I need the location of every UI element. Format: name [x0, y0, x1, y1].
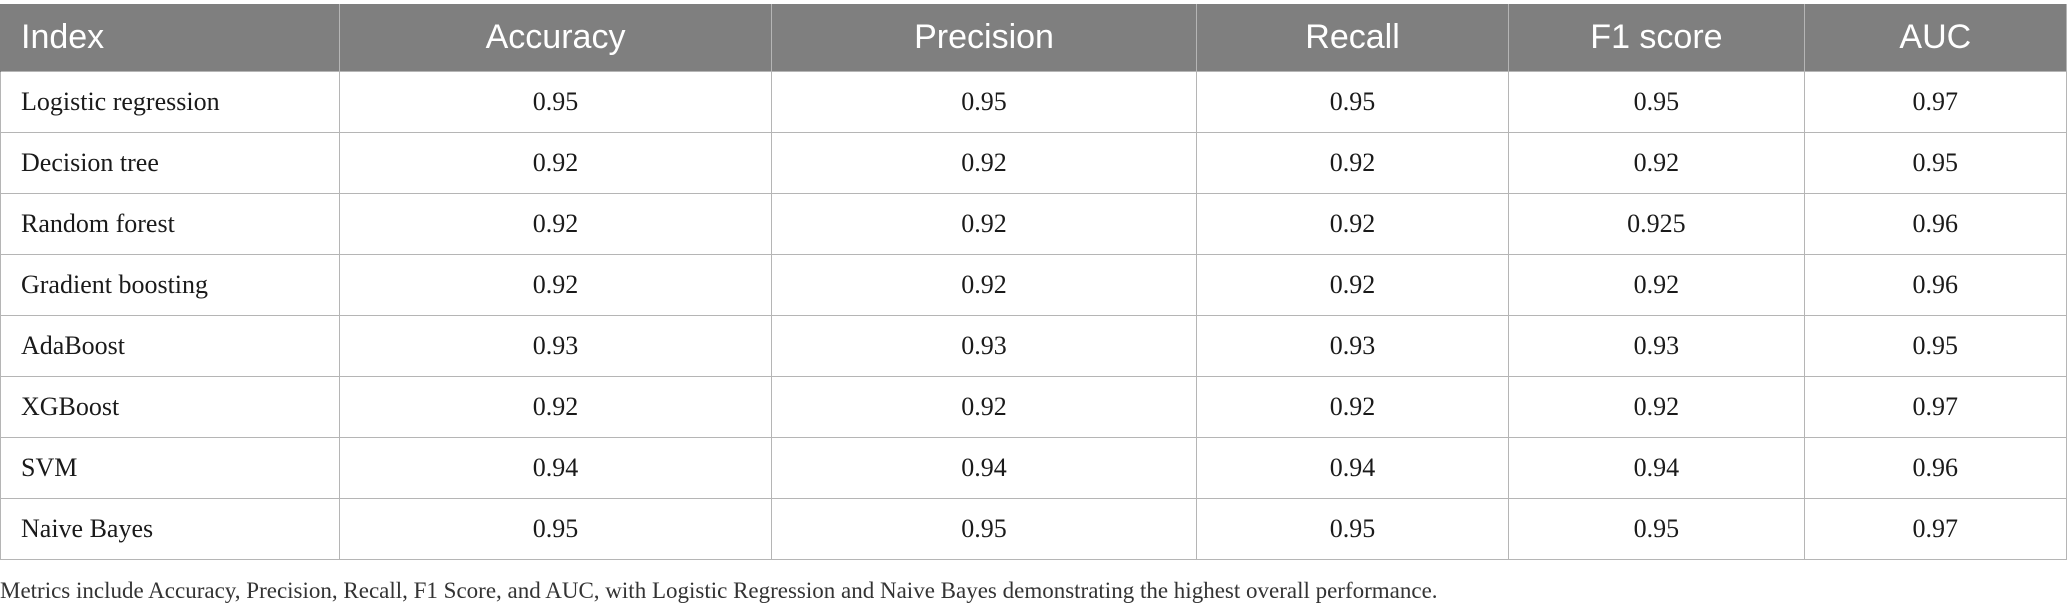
auc-cell: 0.97 [1803, 376, 2068, 438]
auc-cell: 0.96 [1803, 193, 2068, 255]
precision-cell: 0.94 [771, 437, 1197, 499]
header-cell-f1-score: F1 score [1508, 4, 1805, 72]
row-label-cell: Naive Bayes [0, 498, 340, 560]
accuracy-cell: 0.93 [338, 315, 773, 377]
table-row: Naive Bayes 0.95 0.95 0.95 0.95 0.97 [0, 498, 2068, 560]
header-cell-auc: AUC [1803, 4, 2068, 72]
header-row: Index Accuracy Precision Recall F1 score… [0, 4, 2068, 72]
table-row: AdaBoost 0.93 0.93 0.93 0.93 0.95 [0, 315, 2068, 377]
table-header: Index Accuracy Precision Recall F1 score… [0, 4, 2068, 72]
row-label-cell: Gradient boosting [0, 254, 340, 316]
accuracy-cell: 0.95 [338, 498, 773, 560]
recall-cell: 0.92 [1195, 376, 1510, 438]
precision-cell: 0.95 [771, 71, 1197, 133]
row-label-cell: Logistic regression [0, 71, 340, 133]
recall-cell: 0.94 [1195, 437, 1510, 499]
f1-score-cell: 0.95 [1508, 498, 1805, 560]
accuracy-cell: 0.95 [338, 71, 773, 133]
f1-score-cell: 0.92 [1508, 132, 1805, 194]
f1-score-cell: 0.94 [1508, 437, 1805, 499]
metrics-table-container: Index Accuracy Precision Recall F1 score… [0, 4, 2068, 560]
f1-score-cell: 0.95 [1508, 71, 1805, 133]
accuracy-cell: 0.92 [338, 254, 773, 316]
precision-cell: 0.92 [771, 376, 1197, 438]
f1-score-cell: 0.92 [1508, 254, 1805, 316]
auc-cell: 0.97 [1803, 498, 2068, 560]
recall-cell: 0.95 [1195, 71, 1510, 133]
row-label-cell: Decision tree [0, 132, 340, 194]
f1-score-cell: 0.925 [1508, 193, 1805, 255]
table-caption: Metrics include Accuracy, Precision, Rec… [0, 578, 1438, 603]
auc-cell: 0.95 [1803, 315, 2068, 377]
recall-cell: 0.92 [1195, 254, 1510, 316]
header-cell-precision: Precision [771, 4, 1197, 72]
metrics-table: Index Accuracy Precision Recall F1 score… [0, 4, 2068, 560]
table-body: Logistic regression 0.95 0.95 0.95 0.95 … [0, 71, 2068, 560]
precision-cell: 0.92 [771, 132, 1197, 194]
recall-cell: 0.93 [1195, 315, 1510, 377]
recall-cell: 0.95 [1195, 498, 1510, 560]
auc-cell: 0.95 [1803, 132, 2068, 194]
header-cell-recall: Recall [1195, 4, 1510, 72]
auc-cell: 0.97 [1803, 71, 2068, 133]
accuracy-cell: 0.92 [338, 193, 773, 255]
precision-cell: 0.93 [771, 315, 1197, 377]
table-row: Logistic regression 0.95 0.95 0.95 0.95 … [0, 71, 2068, 133]
row-label-cell: SVM [0, 437, 340, 499]
row-label-cell: AdaBoost [0, 315, 340, 377]
recall-cell: 0.92 [1195, 132, 1510, 194]
header-cell-accuracy: Accuracy [338, 4, 773, 72]
precision-cell: 0.92 [771, 193, 1197, 255]
accuracy-cell: 0.92 [338, 132, 773, 194]
precision-cell: 0.92 [771, 254, 1197, 316]
f1-score-cell: 0.93 [1508, 315, 1805, 377]
accuracy-cell: 0.92 [338, 376, 773, 438]
table-row: XGBoost 0.92 0.92 0.92 0.92 0.97 [0, 376, 2068, 438]
row-label-cell: XGBoost [0, 376, 340, 438]
precision-cell: 0.95 [771, 498, 1197, 560]
header-cell-index: Index [0, 4, 340, 72]
row-label-cell: Random forest [0, 193, 340, 255]
table-row: Random forest 0.92 0.92 0.92 0.925 0.96 [0, 193, 2068, 255]
table-row: Decision tree 0.92 0.92 0.92 0.92 0.95 [0, 132, 2068, 194]
table-row: SVM 0.94 0.94 0.94 0.94 0.96 [0, 437, 2068, 499]
f1-score-cell: 0.92 [1508, 376, 1805, 438]
auc-cell: 0.96 [1803, 437, 2068, 499]
accuracy-cell: 0.94 [338, 437, 773, 499]
table-row: Gradient boosting 0.92 0.92 0.92 0.92 0.… [0, 254, 2068, 316]
recall-cell: 0.92 [1195, 193, 1510, 255]
auc-cell: 0.96 [1803, 254, 2068, 316]
